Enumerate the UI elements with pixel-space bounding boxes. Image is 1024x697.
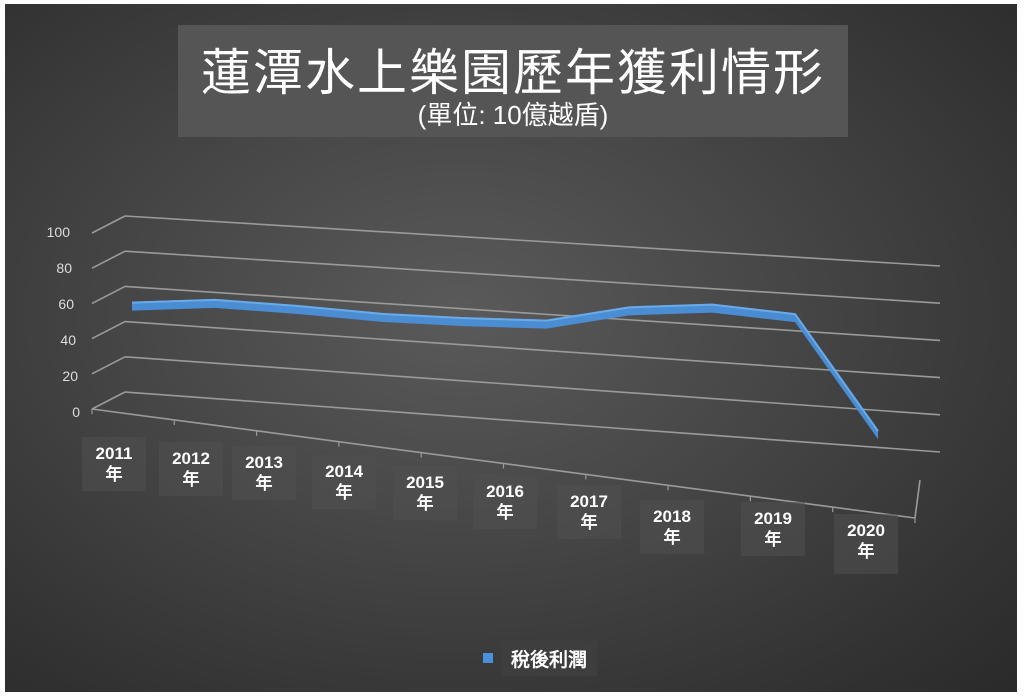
x-label-2014: 2014 年 <box>312 455 376 509</box>
legend: 稅後利潤 <box>483 640 598 676</box>
title-box: 蓮潭水上樂園歷年獲利情形 (單位: 10億越盾) <box>178 25 848 137</box>
y-tick: 100 <box>46 224 70 240</box>
y-tick: 20 <box>62 368 78 384</box>
y-tick: 80 <box>56 260 72 276</box>
x-label-2017: 2017 年 <box>557 485 621 539</box>
gridlines <box>91 215 941 523</box>
x-label-2019: 2019 年 <box>741 502 805 556</box>
y-tick: 40 <box>60 332 76 348</box>
x-label-2012: 2012 年 <box>159 442 223 496</box>
legend-label: 稅後利潤 <box>501 640 598 676</box>
x-label-2020: 2020 年 <box>834 514 898 574</box>
series-line <box>131 298 879 440</box>
legend-swatch-icon <box>483 653 493 663</box>
x-label-2018: 2018 年 <box>640 500 704 554</box>
chart-subtitle: (單位: 10億越盾) <box>417 100 609 130</box>
x-label-2015: 2015 年 <box>393 466 457 520</box>
chart-title: 蓮潭水上樂園歷年獲利情形 <box>201 44 825 102</box>
x-label-2013: 2013 年 <box>232 446 296 500</box>
y-tick: 60 <box>58 296 74 312</box>
x-label-2011: 2011 年 <box>82 437 146 491</box>
x-label-2016: 2016 年 <box>473 475 537 529</box>
y-tick: 0 <box>72 404 80 420</box>
